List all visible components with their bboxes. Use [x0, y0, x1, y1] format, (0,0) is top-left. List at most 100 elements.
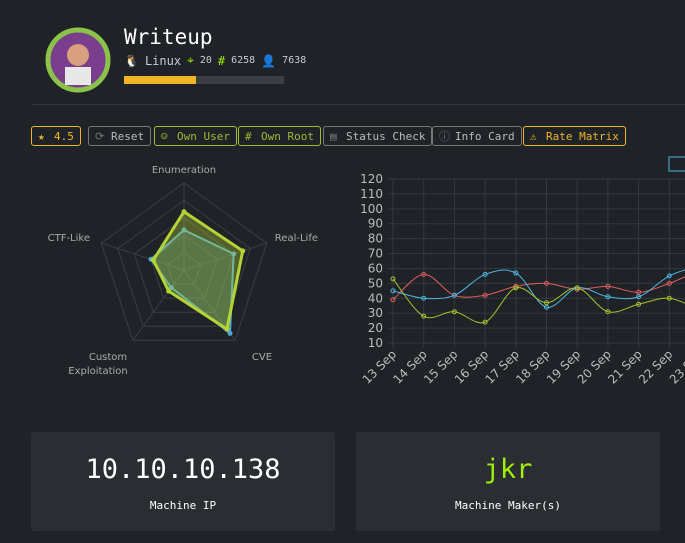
button-icon: #: [245, 130, 252, 143]
maker-value: jkr: [483, 454, 533, 485]
series-line: [392, 278, 685, 324]
action-button[interactable]: ⚠ Rate Matrix: [523, 126, 626, 146]
y-tick-label: 40: [368, 291, 383, 305]
y-tick-label: 80: [368, 232, 383, 246]
divider: [32, 104, 685, 105]
button-icon: ⓘ: [439, 130, 450, 143]
points: 20: [199, 55, 212, 66]
y-tick-label: 90: [368, 217, 383, 231]
series-point: [451, 309, 457, 315]
button-label: 4.5: [54, 130, 74, 143]
y-tick-label: 10: [368, 336, 383, 350]
series-point: [636, 294, 642, 300]
radar-ring: [166, 251, 202, 285]
series-point: [482, 292, 488, 298]
radar-spoke: [101, 242, 185, 271]
button-label: Own User: [177, 130, 230, 143]
y-tick-label: 120: [360, 172, 383, 186]
radar-ring: [117, 199, 251, 327]
series-point: [544, 280, 549, 286]
series-point: [513, 270, 519, 276]
series-point: [390, 297, 396, 303]
user-owns: 6258: [231, 55, 256, 66]
action-button[interactable]: ▤ Status Check: [323, 126, 433, 146]
maker-label: Machine Maker(s): [455, 499, 561, 512]
series-point: [636, 301, 642, 307]
progress-track: [124, 76, 284, 84]
y-tick-label: 70: [368, 247, 383, 261]
action-button[interactable]: # Own Root: [238, 126, 321, 146]
button-icon: ▤: [330, 130, 337, 143]
radar-point: [168, 285, 174, 291]
series-line: [392, 269, 685, 308]
radar-point: [150, 257, 156, 263]
series-point: [666, 295, 672, 301]
radar-axis-label: Real-Life: [275, 233, 318, 244]
radar-point: [224, 326, 230, 332]
series-point: [390, 276, 396, 282]
legend-box: [668, 156, 685, 172]
y-tick-label: 20: [368, 321, 383, 335]
progress-bar: [124, 76, 196, 84]
series-point: [666, 273, 672, 279]
ip-value: 10.10.10.138: [85, 454, 281, 485]
y-tick-label: 100: [360, 202, 383, 216]
action-button[interactable]: ⓘ Info Card: [432, 126, 522, 146]
series-point: [544, 300, 549, 306]
series-point: [605, 294, 611, 300]
series-point: [482, 319, 488, 325]
radar-point: [227, 330, 233, 336]
action-button[interactable]: ☺ Own User: [154, 126, 237, 146]
machine-stats: 🐧 Linux ⌖ 20 #6258 👤 7638: [124, 53, 307, 68]
series-point: [574, 285, 580, 291]
series-point: [605, 309, 611, 315]
series-point: [451, 292, 457, 298]
series-point: [421, 313, 427, 319]
button-label: Info Card: [455, 130, 515, 143]
machine-title: Writeup: [124, 25, 213, 49]
series-line: [392, 273, 685, 301]
ip-card: 10.10.10.138 Machine IP: [31, 432, 335, 531]
radar-point: [181, 209, 187, 215]
action-button[interactable]: ⟳ Reset: [88, 126, 152, 146]
radar-spoke: [183, 242, 267, 271]
series-point: [666, 280, 672, 286]
action-button[interactable]: ★ 4.5: [31, 126, 81, 146]
button-icon: ☺: [161, 130, 168, 143]
radar-chart: Enumeration Real-Life CVE Custom Exploitatio…: [48, 165, 318, 377]
radar-axis-label: Custom Exploitation: [68, 352, 127, 377]
radar-point: [166, 288, 172, 294]
radar-point: [181, 227, 187, 233]
series-point: [390, 288, 396, 294]
radar-axis-label: Enumeration: [152, 165, 216, 176]
radar-axis-label: CTF-Like: [48, 233, 90, 244]
button-label: Reset: [111, 130, 145, 143]
y-tick-label: 30: [368, 306, 383, 320]
radar-point: [240, 248, 246, 254]
button-label: Own Root: [261, 130, 314, 143]
radar-area: [151, 209, 245, 332]
y-tick-label: 110: [360, 187, 383, 201]
button-icon: ★: [38, 130, 45, 143]
os: Linux: [144, 53, 182, 68]
radar-ring: [100, 182, 268, 341]
button-label: Rate Matrix: [546, 130, 619, 143]
y-tick-label: 50: [368, 276, 383, 290]
series-point: [421, 295, 427, 301]
button-label: Status Check: [346, 130, 426, 143]
series-point: [605, 283, 611, 289]
button-icon: ⟳: [95, 130, 105, 143]
series-point: [421, 271, 427, 277]
maker-card: jkr Machine Maker(s): [356, 432, 660, 531]
radar-axis-label: CVE: [252, 352, 272, 363]
root-owns: 7638: [282, 55, 307, 66]
radar-ring: [133, 217, 235, 313]
button-icon: ⚠: [530, 130, 537, 143]
ip-label: Machine IP: [149, 499, 217, 512]
radar-spoke: [132, 269, 185, 341]
series-point: [482, 271, 488, 277]
radar-point: [231, 251, 237, 257]
series-point: [513, 285, 519, 291]
